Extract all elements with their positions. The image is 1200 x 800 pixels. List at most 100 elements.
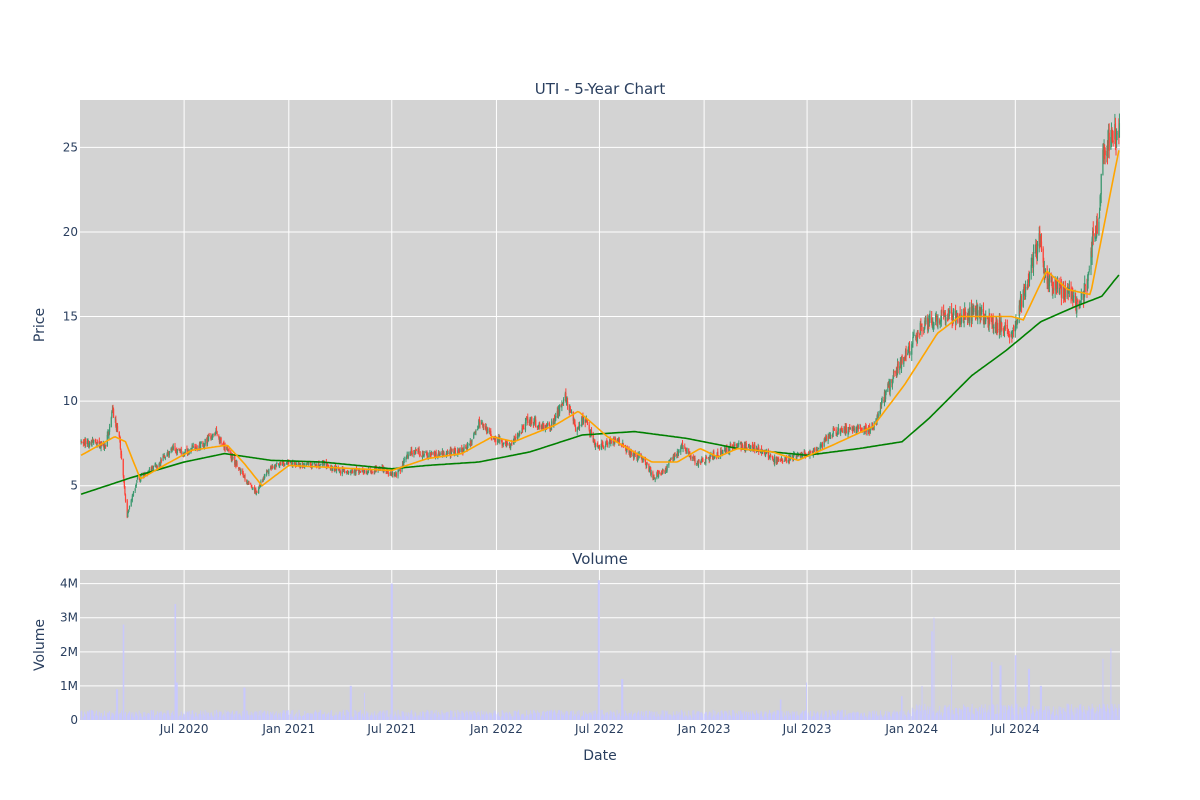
volume-bar <box>1029 668 1031 720</box>
volume-bar <box>239 713 241 720</box>
volume-bar <box>811 716 813 720</box>
candle-body <box>1031 259 1033 264</box>
volume-bar <box>1027 668 1029 720</box>
candle-body <box>650 472 652 475</box>
candle-body <box>512 441 515 444</box>
candle-body <box>1048 276 1051 286</box>
volume-bar <box>84 711 86 720</box>
candle-body <box>438 455 441 456</box>
volume-bar <box>935 715 937 720</box>
volume-bar <box>592 711 594 720</box>
candle-body <box>335 467 338 472</box>
candle-body <box>692 457 694 459</box>
volume-bar <box>881 715 883 720</box>
volume-bar <box>967 706 969 720</box>
volume-bar <box>526 715 528 720</box>
candle-body <box>93 440 95 444</box>
candle-body <box>1014 326 1016 332</box>
volume-bar <box>1080 710 1082 720</box>
candle-body <box>1078 300 1080 305</box>
volume-bar <box>767 713 769 720</box>
candle-body <box>594 441 596 447</box>
volume-bar <box>845 716 847 720</box>
candle-body <box>108 431 110 436</box>
volume-bar <box>928 708 930 720</box>
volume-bar <box>1000 665 1002 720</box>
volume-bar <box>123 624 125 720</box>
candle-body <box>276 463 278 465</box>
volume-bar <box>853 712 855 720</box>
volume-bar <box>992 707 994 720</box>
candle-body <box>936 316 938 321</box>
volume-bar <box>796 715 798 720</box>
candle-body <box>446 450 449 455</box>
volume-bar <box>740 711 742 720</box>
candle-body <box>642 460 644 461</box>
volume-bar <box>248 714 250 720</box>
volume-bar <box>499 717 501 720</box>
volume-bar <box>258 710 260 720</box>
candle-body <box>91 440 93 447</box>
candle-body <box>767 451 770 458</box>
candle-body <box>1016 322 1018 325</box>
candle-body <box>398 469 400 471</box>
volume-bar <box>548 710 550 720</box>
candle-body <box>1107 130 1109 150</box>
volume-bar <box>110 716 112 720</box>
volume-bar <box>1032 705 1034 720</box>
candle-body <box>1054 279 1056 291</box>
volume-bar <box>550 713 552 720</box>
volume-bar <box>1100 715 1102 720</box>
candle-body <box>720 450 722 457</box>
volume-bar <box>546 710 548 720</box>
volume-bar <box>760 710 762 720</box>
volume-bar <box>677 714 679 720</box>
volume-bar <box>1076 708 1078 720</box>
candle-body <box>507 443 509 445</box>
volume-bar <box>816 713 818 720</box>
volume-bar <box>887 714 889 720</box>
volume-bar <box>1048 709 1050 720</box>
volume-bar <box>297 716 299 720</box>
candle-body <box>980 309 982 318</box>
candle-body <box>1067 286 1069 290</box>
candle-body <box>128 506 131 510</box>
volume-bar <box>402 711 404 720</box>
volume-bar <box>88 712 90 720</box>
candle-body <box>1052 288 1055 294</box>
candle-body <box>259 485 261 487</box>
volume-bar <box>330 710 332 720</box>
volume-bar <box>286 713 288 720</box>
volume-bar <box>724 710 726 720</box>
candle-body <box>500 439 503 441</box>
volume-bar <box>437 712 439 720</box>
volume-bar <box>151 715 153 720</box>
volume-bar <box>881 716 883 720</box>
volume-bar <box>879 710 881 720</box>
volume-bar <box>645 715 647 720</box>
volume-bar <box>571 710 573 720</box>
volume-bar <box>573 716 575 720</box>
candle-body <box>665 468 667 471</box>
candle-body <box>1019 297 1022 311</box>
volume-bar <box>271 713 273 720</box>
volume-bar <box>204 715 206 720</box>
volume-bar <box>558 714 560 720</box>
candle-body <box>935 314 937 317</box>
candle-body <box>992 315 994 327</box>
candle-body <box>960 316 962 325</box>
volume-bar <box>772 712 774 720</box>
candle-body <box>582 418 585 422</box>
volume-bar <box>678 712 680 720</box>
volume-bar <box>955 707 957 720</box>
volume-bar <box>330 711 332 720</box>
volume-bar <box>490 713 492 720</box>
volume-bar <box>194 716 196 720</box>
candle-body <box>983 318 986 320</box>
volume-bar <box>1086 710 1088 720</box>
candle-body <box>891 381 894 385</box>
volume-bar <box>325 716 327 720</box>
candle-body <box>646 463 648 466</box>
volume-bar <box>510 714 512 720</box>
volume-bar <box>602 714 604 720</box>
